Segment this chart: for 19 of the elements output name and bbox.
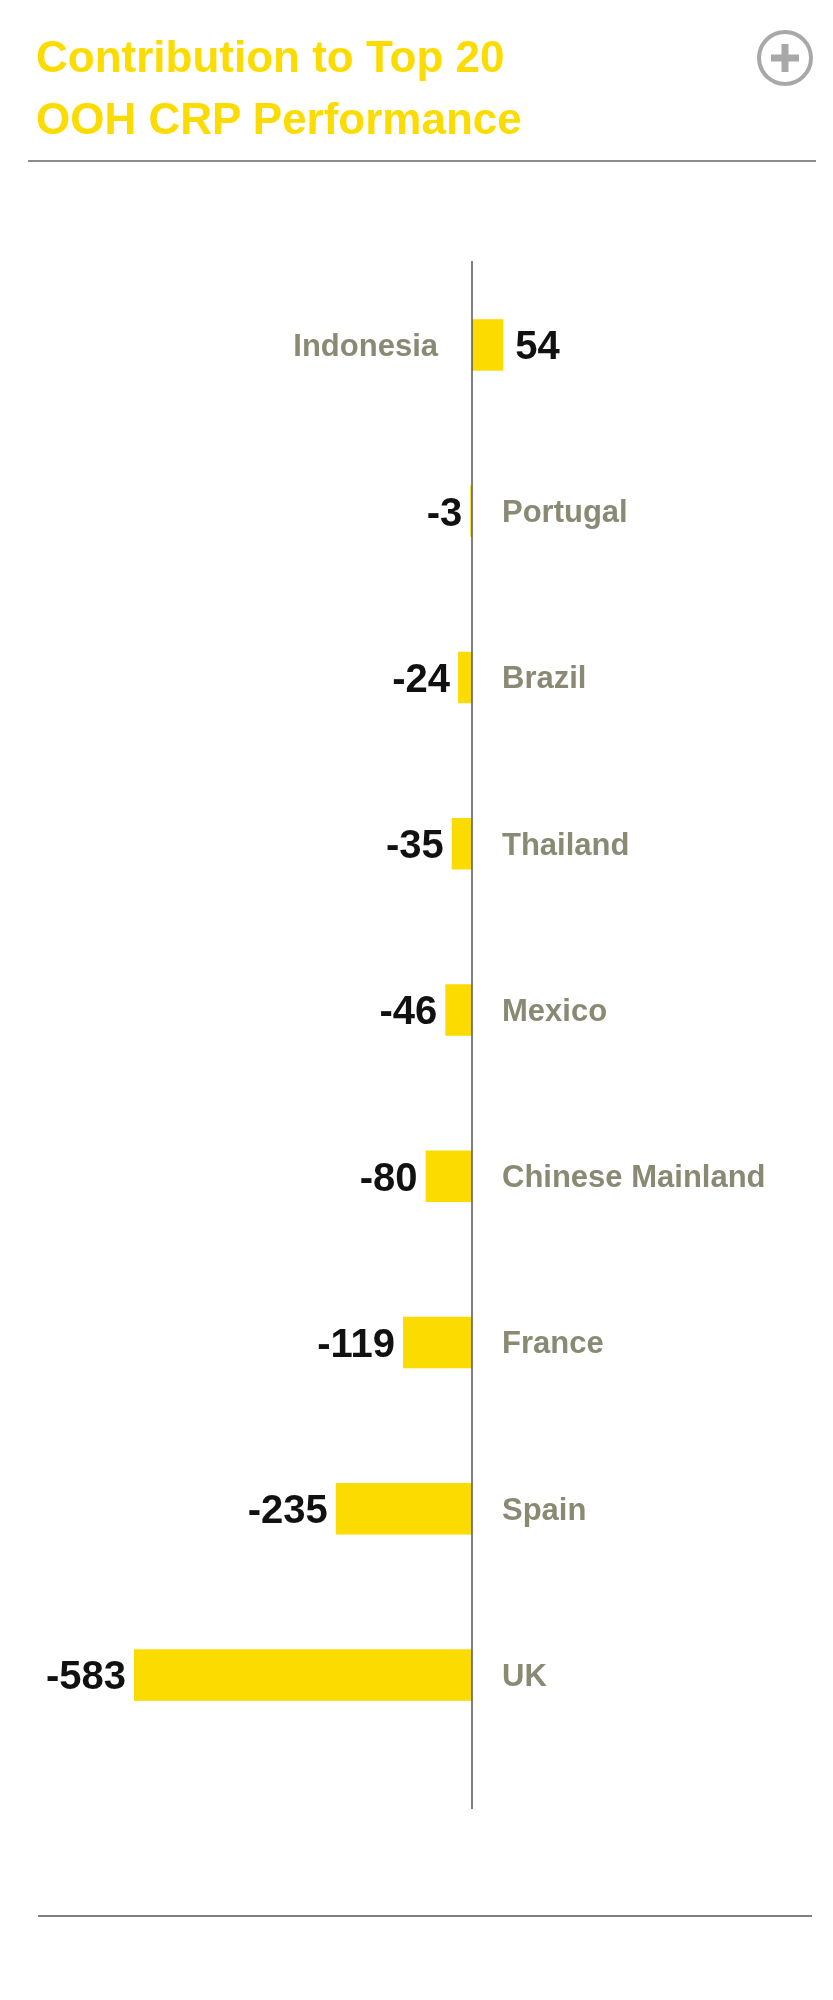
data-label: -35 — [385, 822, 444, 867]
y-tick-label: Portugal — [502, 494, 628, 530]
y-tick-label: Thailand — [502, 826, 630, 862]
data-label: -24 — [392, 655, 451, 700]
y-tick-label: France — [502, 1325, 604, 1361]
data-label: -583 — [45, 1653, 126, 1698]
data-label: -119 — [317, 1320, 396, 1365]
data-label: 54 — [515, 323, 561, 368]
data-label: -46 — [379, 988, 438, 1033]
y-tick-label: Chinese Mainland — [502, 1159, 766, 1195]
y-tick-label: Indonesia — [293, 327, 439, 363]
y-tick-label: UK — [502, 1657, 548, 1693]
y-tick-label: Brazil — [502, 660, 587, 696]
data-label: -3 — [426, 489, 463, 534]
data-label: -80 — [359, 1154, 418, 1199]
data-label: -235 — [247, 1487, 328, 1532]
y-tick-label: Spain — [502, 1491, 587, 1527]
chart-title: Contribution to Top 20 OOH CRP Performance — [36, 32, 522, 143]
y-tick-label: Mexico — [502, 992, 608, 1028]
